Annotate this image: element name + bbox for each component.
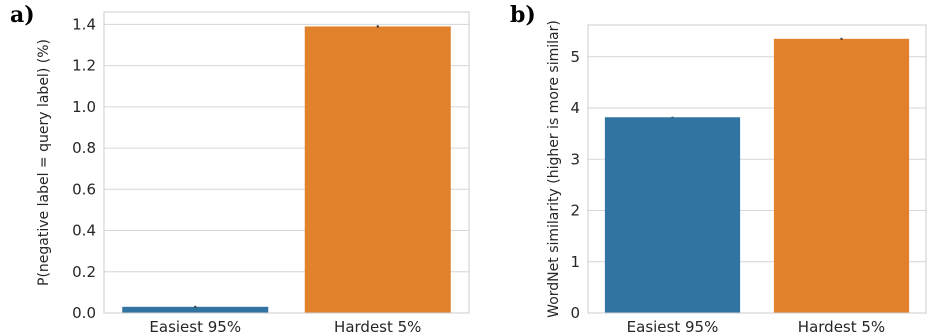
y-tick-label: 2 (570, 202, 580, 220)
bar (773, 38, 910, 313)
y-tick-label: 0 (570, 304, 580, 322)
bar (122, 306, 269, 313)
y-tick-label: 0.6 (72, 180, 96, 198)
axes-frame (587, 24, 927, 314)
axes-frame (103, 11, 470, 314)
y-tick-label: 0.4 (72, 222, 96, 240)
y-axis-label: P(negative label = query label) (%) (36, 39, 52, 286)
bar (604, 117, 741, 313)
y-tick-label: 3 (570, 150, 580, 168)
y-tick-label: 1 (570, 253, 580, 271)
panel-label: b) (510, 2, 536, 28)
y-tick-label: 1.2 (72, 57, 96, 75)
y-tick-label: 1.4 (72, 15, 96, 33)
x-tick-label: Hardest 5% (798, 318, 885, 336)
x-tick-label: Easiest 95% (149, 318, 241, 336)
x-tick-label: Hardest 5% (334, 318, 421, 336)
bar (304, 26, 451, 313)
y-tick-label: 0.8 (72, 139, 96, 157)
y-tick-label: 4 (570, 99, 580, 117)
y-axis-label: WordNet similarity (higher is more simil… (546, 20, 562, 318)
y-tick-label: 0.2 (72, 263, 96, 281)
y-tick-label: 1.0 (72, 98, 96, 116)
y-tick-label: 0.0 (72, 304, 96, 322)
y-tick-label: 5 (570, 48, 580, 66)
x-tick-label: Easiest 95% (627, 318, 719, 336)
panel-label: a) (10, 2, 35, 28)
